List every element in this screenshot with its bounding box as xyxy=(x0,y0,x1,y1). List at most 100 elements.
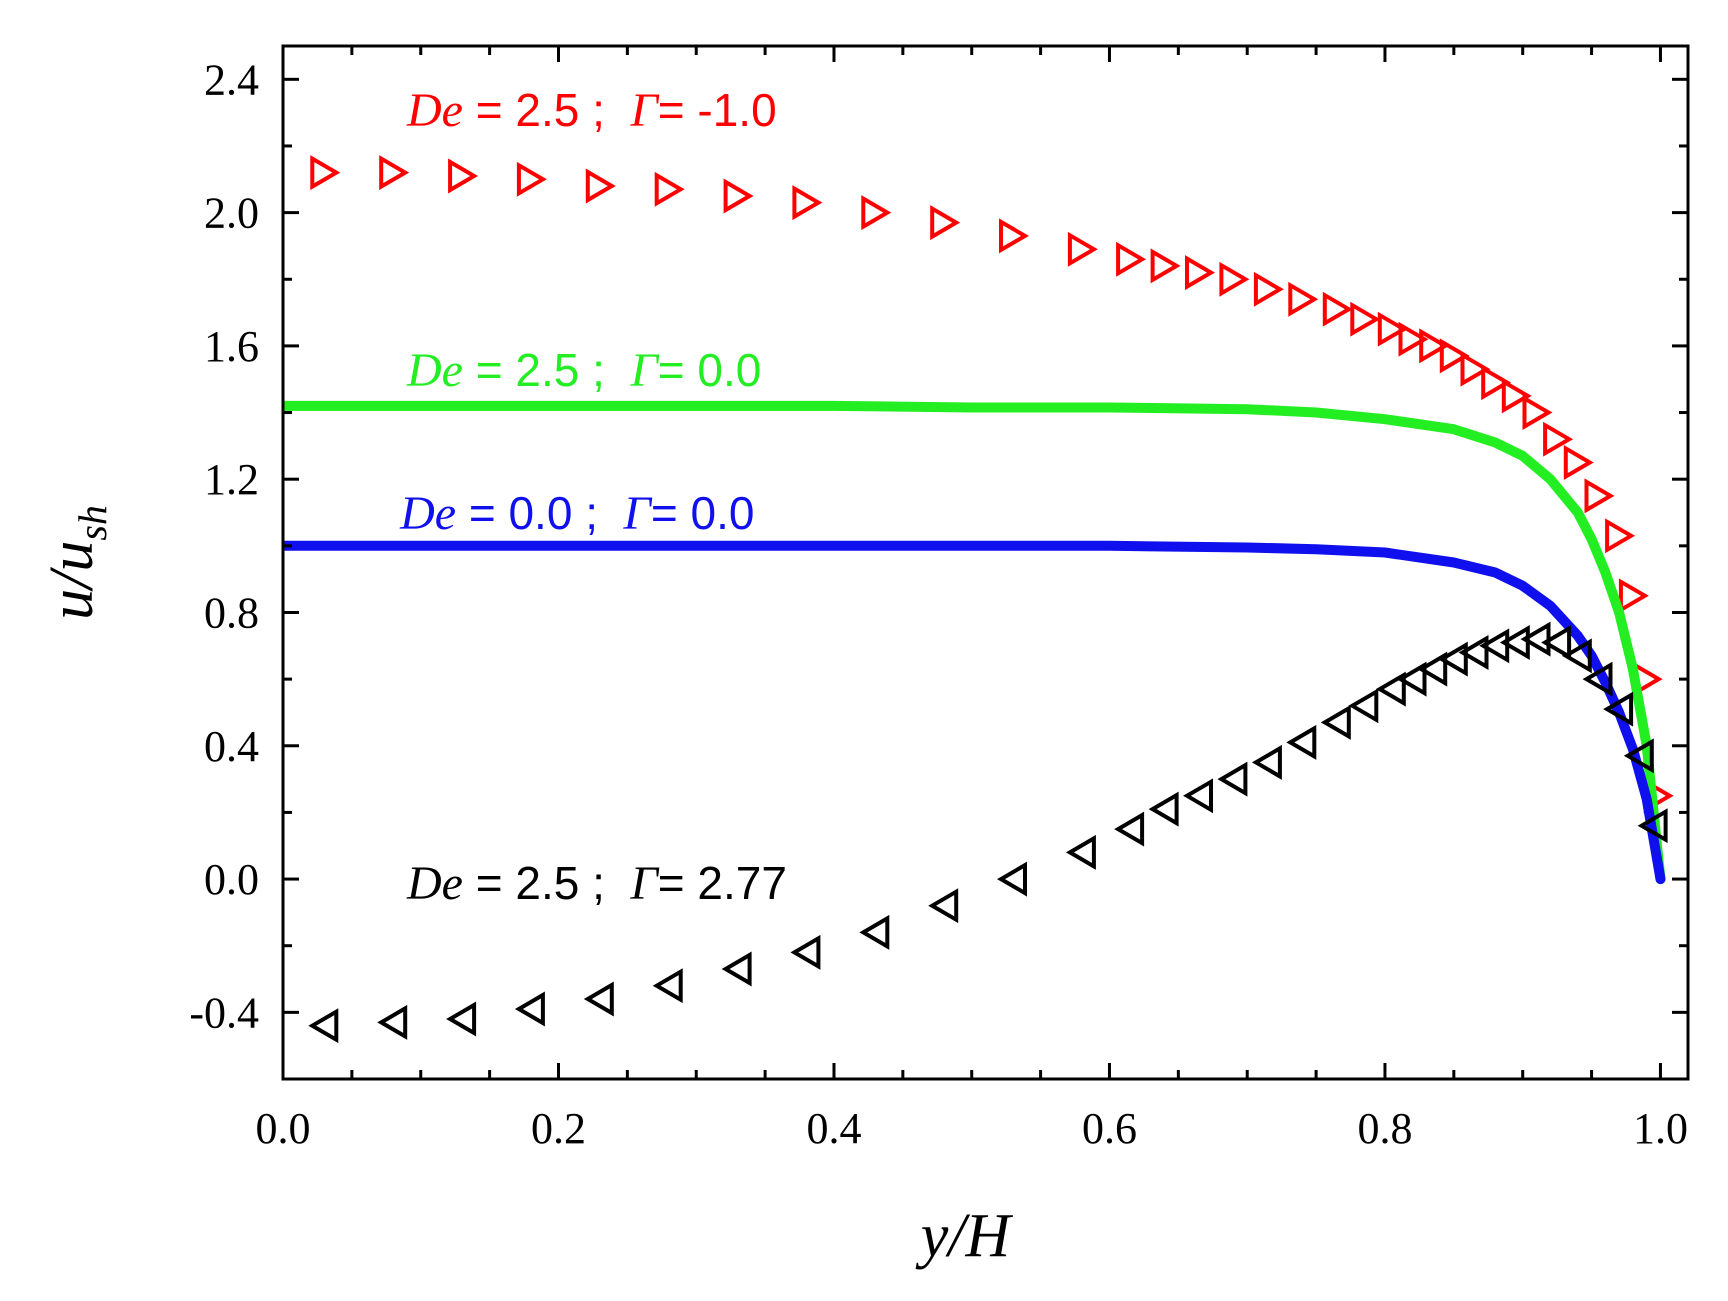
series-0-point xyxy=(1253,271,1284,307)
series-0-point xyxy=(1150,248,1181,284)
axes xyxy=(281,44,1690,1081)
series-3-point xyxy=(1623,738,1654,774)
series-0-point xyxy=(792,185,823,221)
series-3-point xyxy=(1541,625,1572,660)
series-0-point xyxy=(1377,311,1408,347)
annotation-gamma: Γ xyxy=(629,84,659,137)
annotation-gamma: Γ xyxy=(629,344,659,397)
annotation-3: De = 2.5 ; Γ= 2.77 xyxy=(406,857,787,910)
y-axis-title: u/ush xyxy=(38,505,115,620)
series-0-point xyxy=(516,161,547,197)
y-tick-label: 2.0 xyxy=(204,189,259,238)
series-0-point xyxy=(1501,378,1532,414)
annotation-gamma: Γ xyxy=(629,857,659,910)
series-3-point xyxy=(1251,744,1282,780)
series-0-point xyxy=(310,155,341,191)
series-1-line xyxy=(283,400,1666,885)
series-3-point xyxy=(790,934,821,970)
annotation-value: = 2.5 ; xyxy=(463,857,631,909)
annotation-de: De xyxy=(406,344,463,397)
series-3-point xyxy=(308,1008,339,1044)
y-tick-label: 1.6 xyxy=(204,322,259,371)
series-3-point xyxy=(1582,661,1613,697)
series-3-point xyxy=(1217,761,1248,797)
series-3-point xyxy=(859,914,890,950)
annotation-gamma-value: = 2.77 xyxy=(658,857,787,909)
series-3-point xyxy=(1148,791,1179,827)
series-0-point xyxy=(448,158,479,194)
y-tick-label: 1.2 xyxy=(204,455,259,504)
annotation-value: = 2.5 ; xyxy=(463,344,631,396)
annotation-value: = 2.5 ; xyxy=(463,84,631,136)
series-3-point xyxy=(1561,638,1592,674)
x-tick-label: 0.0 xyxy=(256,1104,311,1153)
annotation-de: De xyxy=(406,84,463,137)
series-3-point xyxy=(1603,691,1634,727)
series-3-point xyxy=(1637,808,1668,844)
annotation-1: De = 2.5 ; Γ= 0.0 xyxy=(406,344,761,397)
series-3-point xyxy=(1183,778,1213,814)
y-axis-title-main: u/u xyxy=(38,541,106,620)
series-0-point xyxy=(930,205,961,241)
series-0-point xyxy=(379,155,410,191)
series-0-point xyxy=(1067,231,1098,267)
series-3-point xyxy=(1375,671,1406,707)
series-3-point xyxy=(1417,651,1448,687)
y-tick-label: 0.8 xyxy=(204,588,259,637)
series-3-point xyxy=(652,968,683,1004)
series-0-point xyxy=(1439,338,1470,374)
annotation-2: De = 0.0 ; Γ= 0.0 xyxy=(399,487,754,540)
annotation-gamma-value: = 0.0 xyxy=(658,344,762,396)
labels: 0.0 0.2 0.4 0.6 0.8 1.0 -0.4 0.0 0.4 0.8 1.2 1.6 2.0… xyxy=(38,55,1688,1270)
series-3-point xyxy=(1320,704,1351,740)
series-0-point xyxy=(861,195,892,231)
annotation-gamma-value: = -1.0 xyxy=(658,84,777,136)
series-0-point xyxy=(1522,395,1553,430)
series-0-point xyxy=(1185,255,1215,291)
annotation-0: De = 2.5 ; Γ= -1.0 xyxy=(406,84,777,137)
annotation-gamma-value: = 0.0 xyxy=(651,487,755,539)
series-0-point xyxy=(1398,321,1429,357)
x-tick-label: 0.2 xyxy=(531,1104,586,1153)
y-tick-label: 2.4 xyxy=(204,55,259,104)
series-0-point xyxy=(999,218,1029,254)
series-0-point xyxy=(1219,261,1250,297)
series-3-markers xyxy=(308,621,1668,1044)
series-3-point xyxy=(997,861,1027,897)
series-3-point xyxy=(583,981,614,1017)
y-tick-label: 0.4 xyxy=(204,722,259,771)
series-0-point xyxy=(1288,281,1319,317)
series-0-point xyxy=(1322,291,1353,327)
series-3-point xyxy=(377,1004,408,1040)
series-0-point xyxy=(1460,351,1491,387)
series-3-point xyxy=(514,991,545,1027)
data-group xyxy=(283,155,1674,1044)
annotation-de: De xyxy=(399,487,456,540)
annotation-gamma: Γ xyxy=(623,487,653,540)
plot-area xyxy=(283,155,1674,1044)
series-0-point xyxy=(1563,445,1594,480)
y-tick-label: 0.0 xyxy=(204,855,259,904)
series-0-point xyxy=(1584,478,1615,514)
series-3-point xyxy=(1348,688,1379,724)
x-tick-label: 0.8 xyxy=(1357,1104,1412,1153)
series-3-point xyxy=(721,951,752,987)
series-3-point xyxy=(1286,724,1317,760)
series-0-point xyxy=(1481,365,1512,401)
series-0-point xyxy=(1350,301,1381,337)
y-axis-title-subscript: sh xyxy=(70,505,115,541)
series-0-point xyxy=(723,178,754,214)
plot-frame xyxy=(281,44,1690,1081)
x-tick-label: 1.0 xyxy=(1633,1104,1688,1153)
series-3-point xyxy=(446,1001,477,1037)
series-0-point xyxy=(1618,578,1649,614)
series-0-point xyxy=(654,171,685,207)
series-0-point xyxy=(585,168,616,204)
series-3-point xyxy=(1114,811,1145,847)
series-3-point xyxy=(928,888,959,924)
x-tick-label: 0.4 xyxy=(806,1104,861,1153)
y-tick-label: -0.4 xyxy=(189,988,259,1037)
annotation-value: = 0.0 ; xyxy=(456,487,624,539)
series-3-point xyxy=(1458,635,1489,670)
